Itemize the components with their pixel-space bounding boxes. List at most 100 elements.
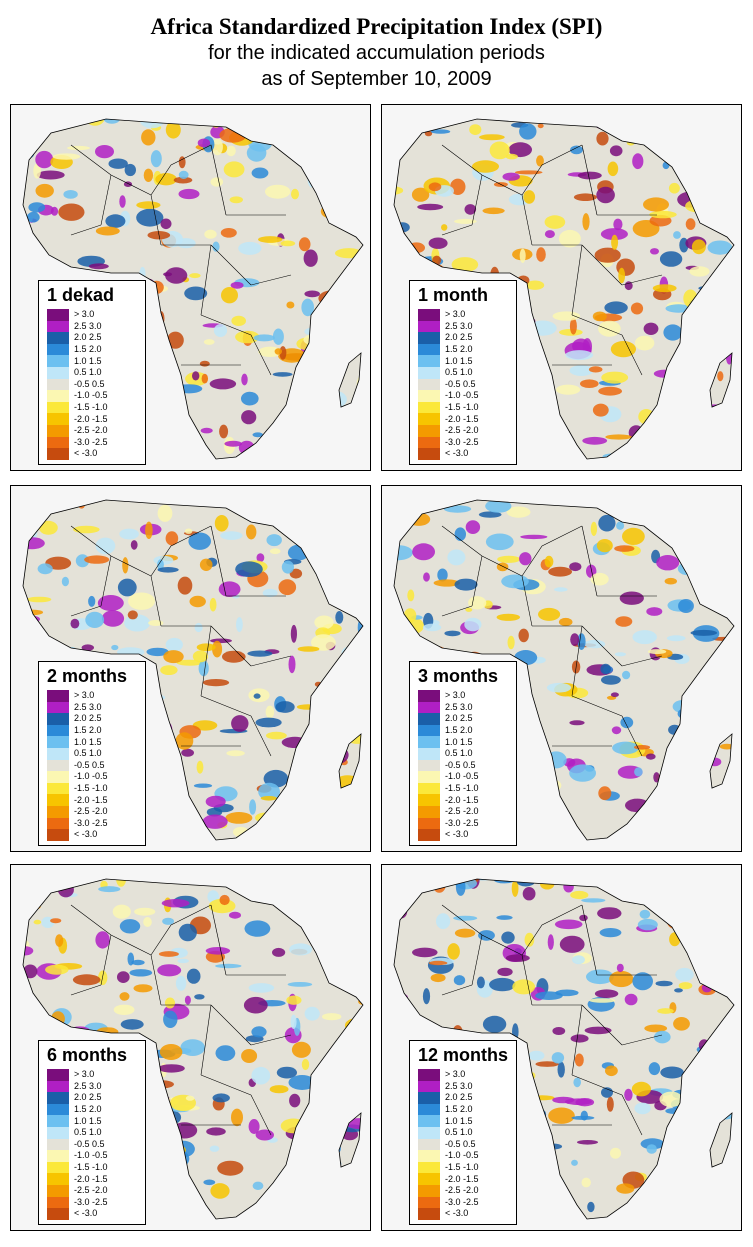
country-border <box>621 655 663 667</box>
spi-cell <box>287 982 313 987</box>
spi-cell <box>674 988 683 993</box>
spi-cell <box>544 215 566 229</box>
spi-cell <box>238 241 262 255</box>
spi-cell <box>95 226 120 236</box>
spi-cell <box>303 249 318 267</box>
spi-cell <box>666 635 686 642</box>
spi-cell <box>482 207 505 215</box>
spi-cell <box>716 561 734 570</box>
spi-cell <box>552 1096 575 1104</box>
map-panel-12m: 12 months > 3.0 2.5 3.0 2.0 2.5 1.5 2.0 1.0 … <box>381 864 742 1231</box>
legend-label: -2.0 -1.5 <box>445 1173 479 1184</box>
spi-cell <box>624 993 638 1006</box>
spi-cell <box>288 655 296 674</box>
spi-cell <box>275 701 295 713</box>
legend-swatch <box>418 1138 440 1151</box>
spi-cell <box>167 1146 186 1161</box>
legend-row: -1.5 -1.0 <box>418 1161 516 1174</box>
spi-cell <box>315 385 332 404</box>
spi-cell <box>314 143 342 157</box>
spi-cell <box>624 1088 633 1101</box>
country-border <box>70 224 102 236</box>
spi-cell <box>524 932 535 947</box>
spi-cell <box>157 504 173 522</box>
spi-cell <box>529 1095 555 1101</box>
spi-cell <box>709 663 728 679</box>
legend-label: 0.5 1.0 <box>445 367 473 378</box>
spi-cell <box>108 158 128 169</box>
spi-cell <box>647 649 667 655</box>
spi-cell <box>612 741 639 755</box>
legend-row: -2.0 -1.5 <box>47 1173 145 1185</box>
spi-cell <box>23 815 36 824</box>
spi-cell <box>23 902 41 911</box>
legend-swatch <box>418 355 440 367</box>
spi-cell <box>116 879 127 887</box>
spi-cell <box>600 228 628 241</box>
legend-row: 2.0 2.5 <box>418 1092 516 1104</box>
spi-cell <box>309 354 326 362</box>
legend-swatch <box>47 829 69 841</box>
legend-row: -0.5 0.5 <box>47 759 145 772</box>
spi-cell <box>63 190 78 199</box>
legend-label: 2.5 3.0 <box>445 701 473 712</box>
legend-label: > 3.0 <box>74 690 95 701</box>
spi-cell <box>715 167 722 181</box>
spi-cell <box>287 544 310 561</box>
spi-cell <box>658 403 676 413</box>
spi-cell <box>722 511 734 518</box>
spi-cell <box>465 520 481 534</box>
spi-cell <box>226 750 245 757</box>
legend-swatch <box>47 355 69 367</box>
coastline <box>393 878 735 1220</box>
spi-cell <box>548 566 572 577</box>
legend-label: -1.0 -0.5 <box>74 390 108 401</box>
spi-cell <box>291 1041 311 1058</box>
spi-cell <box>522 1106 547 1123</box>
spi-cell <box>582 436 608 445</box>
spi-cell <box>705 928 717 942</box>
spi-cell <box>537 123 544 129</box>
spi-cell <box>588 366 603 373</box>
spi-cell <box>454 928 476 938</box>
spi-cell <box>354 689 363 707</box>
spi-cell <box>28 202 46 213</box>
spi-cell <box>350 296 363 313</box>
legend-swatch <box>47 366 69 379</box>
legend-label: -3.0 -2.5 <box>74 436 108 447</box>
country-border <box>441 605 473 617</box>
spi-cell <box>26 211 40 223</box>
legend-swatch <box>47 759 69 772</box>
spi-cell <box>311 634 336 651</box>
spi-cell <box>346 288 355 306</box>
legend-swatch <box>418 829 440 841</box>
spi-cell <box>281 736 309 748</box>
spi-cell <box>95 537 116 555</box>
spi-cell <box>668 182 680 194</box>
spi-cell <box>489 141 510 160</box>
country-border <box>621 1094 643 1136</box>
spi-cell <box>88 263 109 270</box>
spi-cell <box>318 824 331 830</box>
legend-swatch <box>47 320 69 333</box>
spi-cell <box>178 170 189 179</box>
spi-cell <box>485 533 514 551</box>
spi-cell <box>698 943 713 948</box>
spi-cell <box>718 1092 732 1106</box>
spi-cell <box>235 561 263 577</box>
spi-cell <box>157 1196 176 1206</box>
legend-row: -2.0 -1.5 <box>47 794 145 806</box>
spi-cell <box>274 348 282 355</box>
legend-row: 2.5 3.0 <box>47 320 145 333</box>
spi-cell <box>233 826 249 838</box>
spi-cell <box>713 707 734 716</box>
spi-cell <box>675 967 694 982</box>
spi-cell <box>303 333 330 346</box>
spi-cell <box>335 611 344 624</box>
spi-cell <box>412 947 438 958</box>
madagascar-shape <box>339 353 361 407</box>
spi-cell <box>685 879 713 881</box>
country-border <box>441 224 473 236</box>
legend-swatch <box>47 1150 69 1162</box>
spi-cell <box>251 1026 267 1038</box>
